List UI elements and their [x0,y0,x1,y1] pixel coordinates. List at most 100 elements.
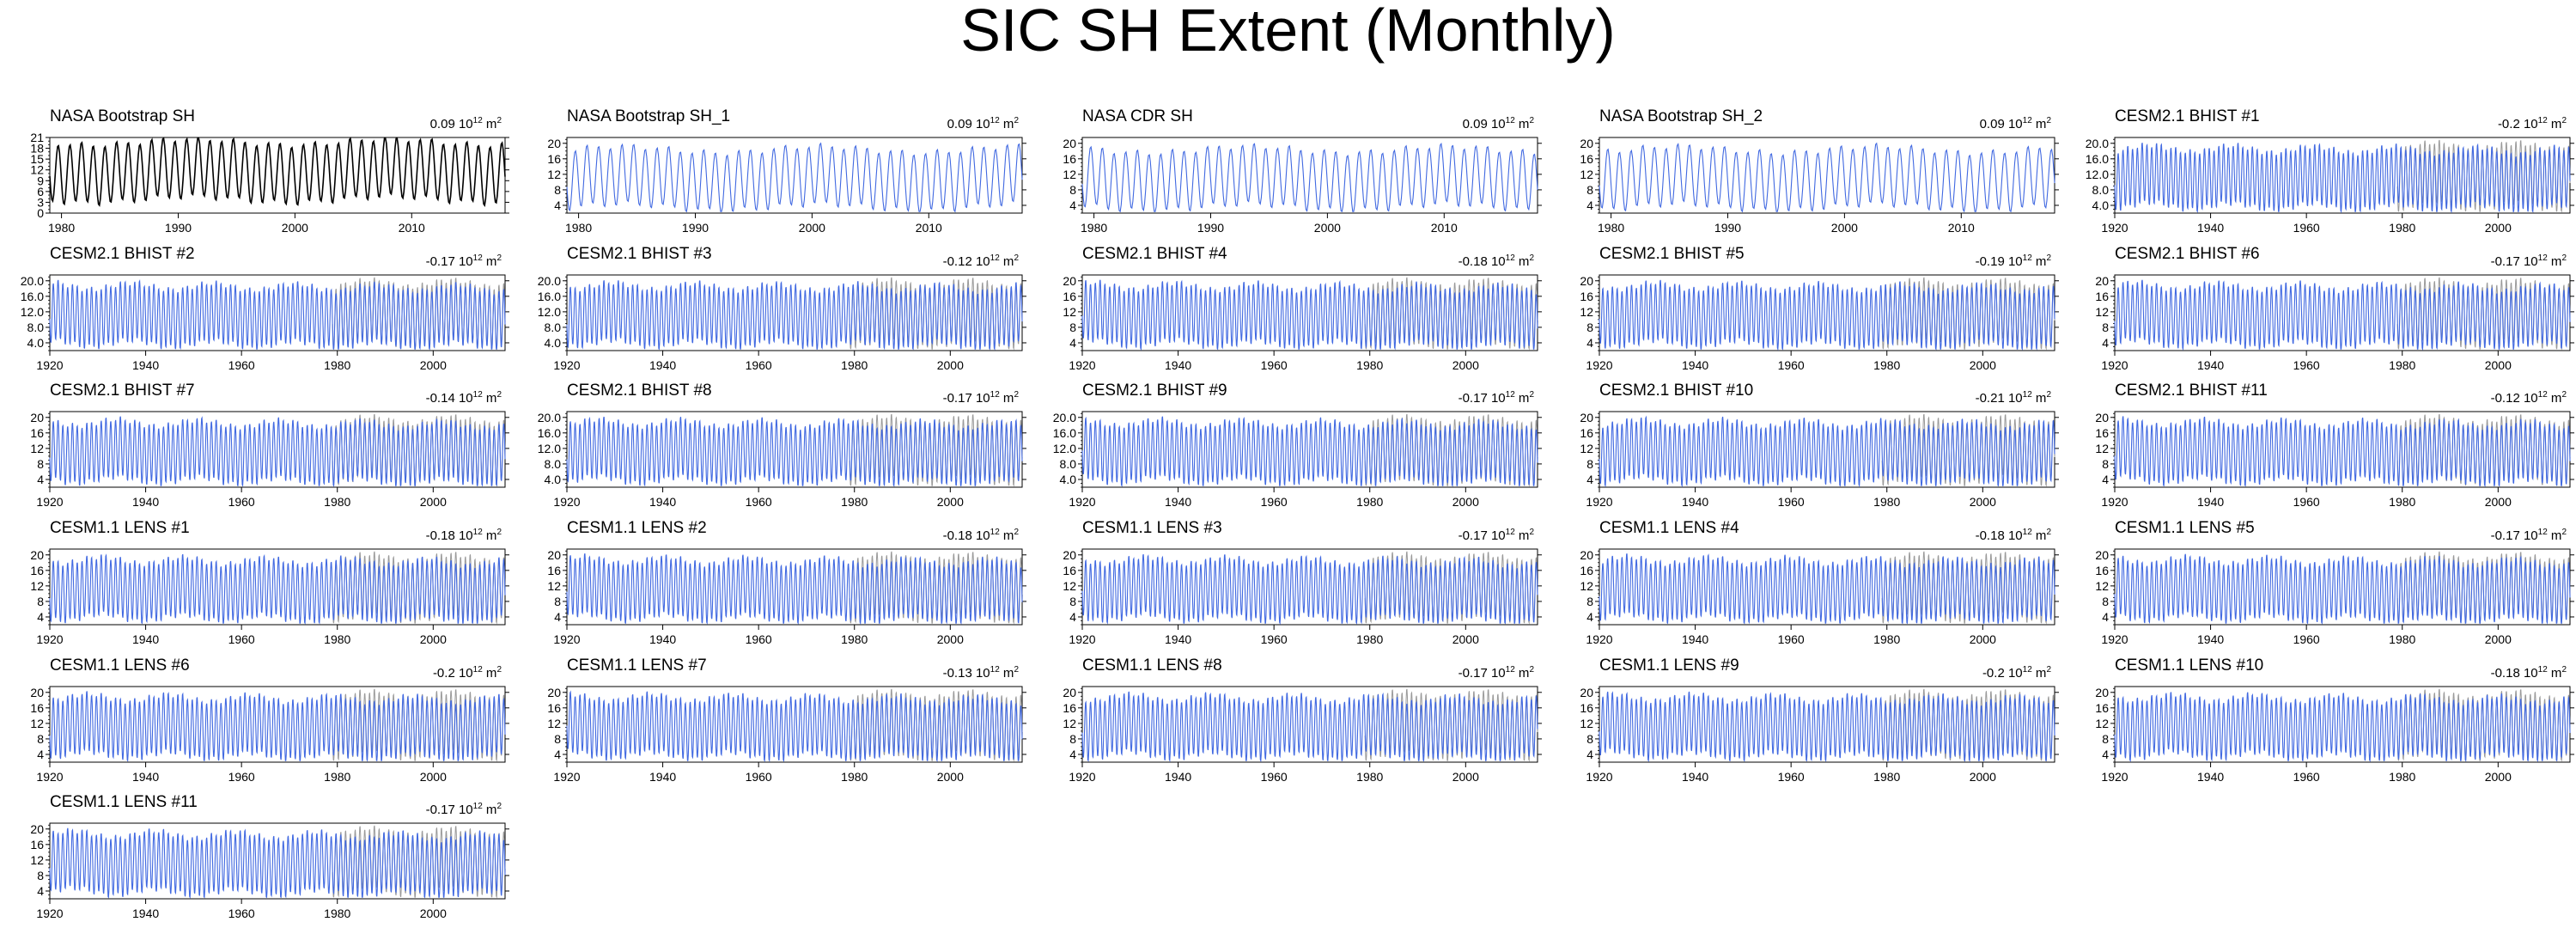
x-tick-label: 1980 [565,221,592,235]
y-tick-label: 20 [2095,411,2109,424]
x-tick-label: 1980 [1081,221,1107,235]
y-tick-label: 4 [1069,198,1076,212]
trend-label: -0.17 1012 m2 [426,802,502,817]
series-line [566,416,1023,487]
panel-cesm1-1-lens-11: CESM1.1 LENS #11 -0.17 1012 m2 4 8 12 16 20 192… [7,793,509,924]
x-tick-label: 2000 [2485,221,2512,235]
y-tick-label: 8 [554,183,561,197]
y-tick-label: 4.0 [545,336,562,350]
series-line [49,827,506,900]
x-tick-label: 1980 [1873,770,1900,784]
y-tick-label: 12.0 [1053,442,1076,455]
trend-label: -0.17 1012 m2 [943,390,1020,406]
chart-svg: CESM2.1 BHIST #4 -0.18 1012 m2 4 8 12 16 20 192… [1063,245,1542,372]
x-tick-label: 2010 [1431,221,1458,235]
y-tick-label: 8 [37,457,44,471]
x-tick-label: 1920 [2101,358,2128,372]
y-tick-label: 4.0 [1060,473,1077,486]
y-tick-label: 4 [37,748,44,761]
y-tick-label: 12 [1580,717,1593,730]
x-tick-label: 2000 [420,495,447,509]
y-tick-label: 8 [1069,732,1076,746]
x-tick-label: 1940 [2197,495,2224,509]
x-tick-label: 1960 [228,358,255,372]
y-tick-label: 4 [554,198,561,212]
x-tick-label: 1920 [36,770,63,784]
y-tick-label: 20 [1580,274,1593,288]
y-tick-label: 20 [30,548,44,562]
trend-label: -0.2 1012 m2 [1982,665,2052,681]
y-tick-label: 18 [30,142,44,156]
y-tick-label: 3 [37,195,44,209]
y-tick-label: 8 [1586,321,1593,334]
panel-cesm2-1-bhist-4: CESM2.1 BHIST #4 -0.18 1012 m2 4 8 12 16 20 192… [1039,245,1542,375]
y-tick-label: 9 [37,174,44,187]
panel-title: CESM1.1 LENS #11 [50,793,198,811]
y-tick-label: 16 [547,152,561,166]
x-tick-label: 1980 [324,495,350,509]
y-tick-label: 12.0 [538,442,561,455]
chart-svg: CESM2.1 BHIST #8 -0.17 1012 m2 4.0 8.0 12.0 1… [538,382,1026,509]
panel-cesm1-1-lens-8: CESM1.1 LENS #8 -0.17 1012 m2 4 8 12 16 20 1920… [1039,656,1542,787]
panel-title: CESM1.1 LENS #10 [2115,656,2263,675]
y-tick-label: 4 [1586,473,1593,486]
x-tick-label: 1940 [2197,221,2224,235]
x-tick-label: 1920 [553,632,580,646]
y-tick-label: 16 [30,701,44,715]
series-line [49,416,506,488]
x-tick-label: 1940 [132,632,159,646]
plot-frame [1599,137,2055,214]
y-tick-label: 16.0 [538,290,561,303]
panel-nasa-bootstrap-sh-2: NASA Bootstrap SH_2 0.09 1012 m2 4 8 12 16 20 1… [1556,107,2059,238]
panel-cesm2-1-bhist-3: CESM2.1 BHIST #3 -0.12 1012 m2 4.0 8.0 12.0 1… [524,245,1026,375]
x-tick-label: 1940 [649,495,676,509]
panel-cesm2-1-bhist-5: CESM2.1 BHIST #5 -0.19 1012 m2 4 8 12 16 20 192… [1556,245,2059,375]
trend-label: -0.12 1012 m2 [943,253,1020,269]
x-tick-label: 1960 [2293,221,2320,235]
x-tick-label: 1940 [132,770,159,784]
x-tick-label: 2000 [1452,358,1479,372]
series-line [566,690,1023,763]
panel-title: CESM2.1 BHIST #2 [50,245,195,263]
y-tick-label: 16 [2095,564,2109,577]
y-tick-label: 12 [30,442,44,455]
trend-label: -0.21 1012 m2 [1976,390,2052,406]
y-tick-label: 12 [1063,579,1076,593]
y-tick-label: 8 [554,595,561,608]
series-line [566,553,1023,626]
x-tick-label: 2000 [1970,358,1996,372]
y-tick-label: 16.0 [2086,152,2109,166]
x-tick-label: 1920 [553,358,580,372]
x-tick-label: 1960 [746,358,772,372]
trend-label: -0.19 1012 m2 [1976,253,2052,269]
panel-cesm1-1-lens-1: CESM1.1 LENS #1 -0.18 1012 m2 4 8 12 16 20 1920… [7,519,509,650]
y-tick-label: 8.0 [2092,183,2110,197]
trend-label: -0.18 1012 m2 [1459,253,1535,269]
y-tick-label: 20 [1063,686,1076,699]
y-tick-label: 4 [37,884,44,898]
y-tick-label: 12 [30,853,44,867]
x-tick-label: 2000 [1452,495,1479,509]
x-tick-label: 1990 [1197,221,1224,235]
panel-title: CESM2.1 BHIST #6 [2115,245,2260,263]
panel-cesm1-1-lens-9: CESM1.1 LENS #9 -0.2 1012 m2 4 8 12 16 20 1920 1… [1556,656,2059,787]
x-tick-label: 1920 [36,632,63,646]
x-tick-label: 1960 [1778,358,1805,372]
trend-label: 0.09 1012 m2 [430,116,502,131]
x-tick-label: 1920 [36,907,63,920]
panel-cesm1-1-lens-4: CESM1.1 LENS #4 -0.18 1012 m2 4 8 12 16 20 1920… [1556,519,2059,650]
y-tick-label: 12 [1063,717,1076,730]
panel-title: CESM2.1 BHIST #3 [567,245,712,263]
trend-label: 0.09 1012 m2 [947,116,1020,131]
y-tick-label: 20 [1580,411,1593,424]
x-tick-label: 1940 [2197,632,2224,646]
panel-title: CESM2.1 BHIST #4 [1082,245,1227,263]
x-tick-label: 1920 [2101,221,2128,235]
x-tick-label: 1960 [1261,770,1288,784]
panel-title: CESM2.1 BHIST #11 [2115,382,2268,400]
y-tick-label: 20 [1063,137,1076,150]
y-tick-label: 8 [37,732,44,746]
y-tick-label: 8 [37,869,44,882]
x-tick-label: 1920 [1586,495,1612,509]
